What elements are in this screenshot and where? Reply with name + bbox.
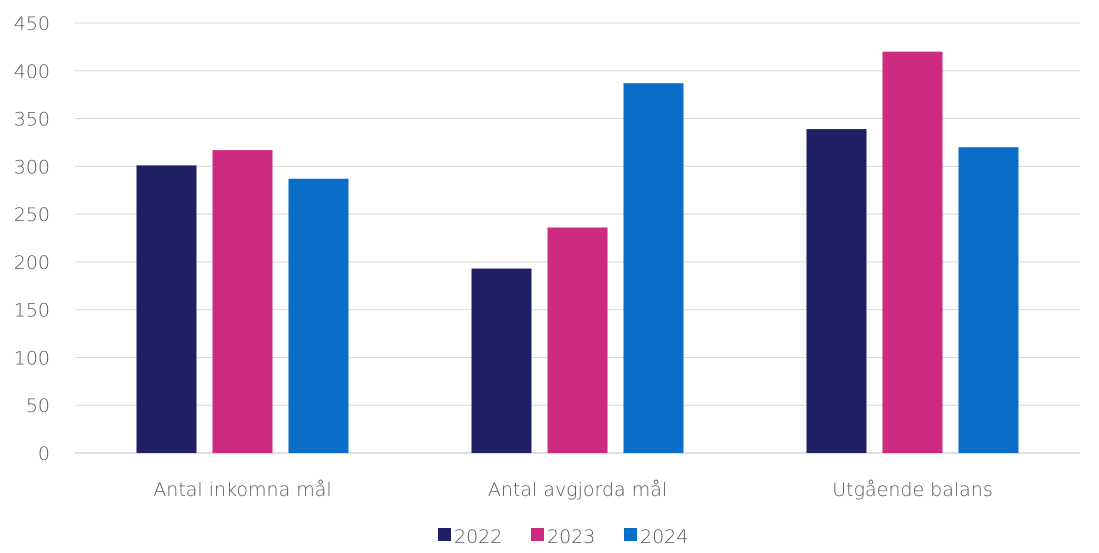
- y-tick-label: 400: [14, 61, 50, 83]
- y-tick-label: 100: [14, 347, 50, 369]
- bar-2022-3: [806, 129, 867, 454]
- y-tick-label: 350: [14, 109, 50, 131]
- y-tick-label: 250: [14, 204, 50, 226]
- bars: [136, 51, 1019, 454]
- legend-label: 2023: [547, 526, 595, 548]
- bar-2024-3: [958, 147, 1019, 453]
- bar-2023-1: [212, 150, 273, 454]
- category-label: Antal inkomna mål: [153, 479, 331, 501]
- legend-swatch-2024: [624, 528, 637, 541]
- x-axis-categories: Antal inkomna mål Antal avgjorda mål Utgåe…: [153, 479, 992, 501]
- bar-2024-1: [288, 178, 349, 453]
- bar-2023-3: [882, 51, 943, 454]
- legend-label: 2024: [640, 526, 688, 548]
- bar-2023-2: [547, 227, 608, 453]
- y-tick-label: 450: [14, 13, 50, 35]
- legend: 2022 2023 2024: [438, 526, 688, 548]
- y-tick-label: 200: [14, 252, 50, 274]
- legend-swatch-2023: [531, 528, 544, 541]
- bar-2022-2: [471, 268, 532, 453]
- y-axis-ticks: 0 50 100 150 200 250 300 350 400 450: [14, 13, 50, 465]
- bar-2024-2: [623, 83, 684, 453]
- y-tick-label: 50: [26, 395, 50, 417]
- y-tick-label: 150: [14, 300, 50, 322]
- legend-label: 2022: [454, 526, 502, 548]
- category-label: Antal avgjorda mål: [488, 479, 667, 501]
- category-label: Utgående balans: [832, 479, 993, 501]
- y-tick-label: 300: [14, 156, 50, 178]
- bar-2022-1: [136, 165, 197, 453]
- y-tick-label: 0: [38, 443, 50, 465]
- legend-swatch-2022: [438, 528, 451, 541]
